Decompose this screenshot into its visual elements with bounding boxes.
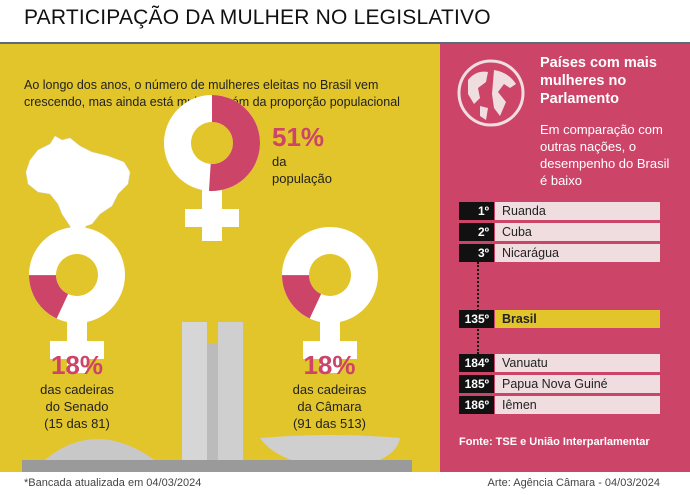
ranking-country: Papua Nova Guiné bbox=[495, 375, 660, 393]
ranking-subtitle: Em comparação com outras nações, o desem… bbox=[540, 122, 670, 188]
congress-building-icon bbox=[22, 322, 412, 472]
ranking-rank: 186º bbox=[459, 396, 494, 414]
ranking-row: 185º Papua Nova Guiné bbox=[459, 375, 660, 393]
population-percent: 51% bbox=[272, 122, 325, 152]
ranking-rank: 185º bbox=[459, 375, 494, 393]
ranking-row: 186º Iêmen bbox=[459, 396, 660, 414]
ranking-country: Brasil bbox=[495, 310, 660, 328]
footer-note: *Bancada atualizada em 04/03/2024 bbox=[24, 477, 202, 489]
ranking-rank: 135º bbox=[459, 310, 494, 328]
ranking-row: 2º Cuba bbox=[459, 223, 660, 241]
footer-credit: Arte: Agência Câmara - 04/03/2024 bbox=[487, 477, 660, 489]
symbol-crossbar bbox=[185, 209, 239, 227]
population-text1: da bbox=[272, 154, 287, 169]
senate-text3: (15 das 81) bbox=[44, 416, 110, 431]
symbol-crossbar bbox=[303, 341, 357, 359]
chamber-text1: das cadeiras bbox=[292, 382, 367, 397]
symbol-crossbar bbox=[50, 341, 104, 359]
population-text2: população bbox=[272, 171, 332, 186]
senate-text1: das cadeiras bbox=[40, 382, 114, 397]
ranking-row: 184º Vanuatu bbox=[459, 354, 660, 372]
share-segment bbox=[282, 275, 322, 319]
ranking-country: Vanuatu bbox=[495, 354, 660, 372]
senate-text2: do Senado bbox=[45, 399, 109, 414]
ranking-country: Iêmen bbox=[495, 396, 660, 414]
yellow-panel: Ao longo dos anos, o número de mulheres … bbox=[0, 44, 440, 472]
chamber-percent: 18% bbox=[303, 350, 356, 380]
share-segment bbox=[29, 275, 69, 319]
female-symbol-population bbox=[163, 95, 260, 241]
share-segment bbox=[208, 95, 260, 191]
page-title: PARTICIPAÇÃO DA MULHER NO LEGISLATIVO bbox=[24, 6, 491, 29]
title-rule bbox=[0, 42, 690, 44]
ranking-country: Nicarágua bbox=[495, 244, 660, 262]
ranking-row: 135º Brasil bbox=[459, 310, 660, 328]
ranking-rank: 2º bbox=[459, 223, 494, 241]
ranking-row: 3º Nicarágua bbox=[459, 244, 660, 262]
ranking-gap-line bbox=[477, 262, 479, 354]
ranking-row: 1º Ruanda bbox=[459, 202, 660, 220]
brazil-map-icon bbox=[25, 135, 131, 239]
ranking-country: Cuba bbox=[495, 223, 660, 241]
chamber-text3: (91 das 513) bbox=[293, 416, 366, 431]
ranking-rank: 1º bbox=[459, 202, 494, 220]
female-symbol-senate bbox=[28, 227, 125, 373]
globe-icon bbox=[457, 59, 525, 127]
ranking-title: Países com mais mulheres no Parlamento bbox=[540, 55, 657, 107]
ranking-rank: 184º bbox=[459, 354, 494, 372]
source-text: Fonte: TSE e União Interparlamentar bbox=[459, 436, 650, 448]
illustration bbox=[22, 95, 412, 472]
ranking-panel: Países com mais mulheres no Parlamento E… bbox=[440, 44, 690, 472]
senate-percent: 18% bbox=[50, 350, 104, 380]
chamber-text2: da Câmara bbox=[297, 399, 362, 414]
ranking-rank: 3º bbox=[459, 244, 494, 262]
ranking-country: Ruanda bbox=[495, 202, 660, 220]
female-symbol-chamber bbox=[281, 227, 378, 373]
